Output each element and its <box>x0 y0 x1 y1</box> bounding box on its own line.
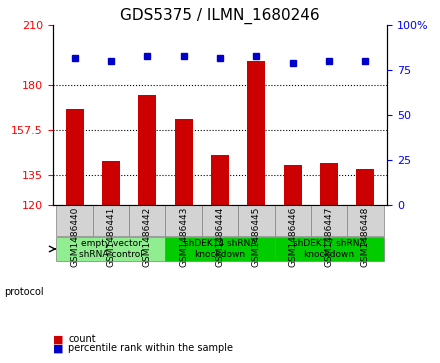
FancyBboxPatch shape <box>93 205 129 236</box>
Text: shDEK17 shRNA
knockdown: shDEK17 shRNA knockdown <box>293 239 365 259</box>
FancyBboxPatch shape <box>165 237 275 261</box>
Text: ■: ■ <box>53 343 63 354</box>
Bar <box>102 161 120 205</box>
FancyBboxPatch shape <box>311 205 347 236</box>
FancyBboxPatch shape <box>56 237 165 261</box>
Text: GSM1486447: GSM1486447 <box>325 207 334 267</box>
Text: GSM1486448: GSM1486448 <box>361 207 370 267</box>
Bar <box>320 163 338 205</box>
FancyBboxPatch shape <box>165 205 202 236</box>
Text: GSM1486443: GSM1486443 <box>179 207 188 267</box>
Text: GSM1486446: GSM1486446 <box>288 207 297 267</box>
Text: count: count <box>68 334 96 344</box>
Bar <box>356 169 374 205</box>
Bar <box>138 95 156 205</box>
Title: GDS5375 / ILMN_1680246: GDS5375 / ILMN_1680246 <box>120 8 320 24</box>
Bar <box>247 61 265 205</box>
Bar <box>284 165 302 205</box>
FancyBboxPatch shape <box>129 205 165 236</box>
Text: ■: ■ <box>53 334 63 344</box>
FancyBboxPatch shape <box>275 205 311 236</box>
Bar <box>66 109 84 205</box>
Bar <box>211 155 229 205</box>
FancyBboxPatch shape <box>202 205 238 236</box>
Text: empty vector
shRNA control: empty vector shRNA control <box>79 239 143 259</box>
Text: percentile rank within the sample: percentile rank within the sample <box>68 343 233 354</box>
Text: GSM1486445: GSM1486445 <box>252 207 261 267</box>
Bar <box>175 119 193 205</box>
FancyBboxPatch shape <box>347 205 384 236</box>
Text: GSM1486440: GSM1486440 <box>70 207 79 267</box>
FancyBboxPatch shape <box>238 205 275 236</box>
FancyBboxPatch shape <box>56 205 93 236</box>
Text: GSM1486441: GSM1486441 <box>106 207 115 267</box>
Text: GSM1486442: GSM1486442 <box>143 207 152 267</box>
FancyBboxPatch shape <box>275 237 384 261</box>
Text: GSM1486444: GSM1486444 <box>216 207 224 267</box>
Text: shDEK14 shRNA
knockdown: shDEK14 shRNA knockdown <box>184 239 256 259</box>
Text: protocol: protocol <box>4 287 44 297</box>
